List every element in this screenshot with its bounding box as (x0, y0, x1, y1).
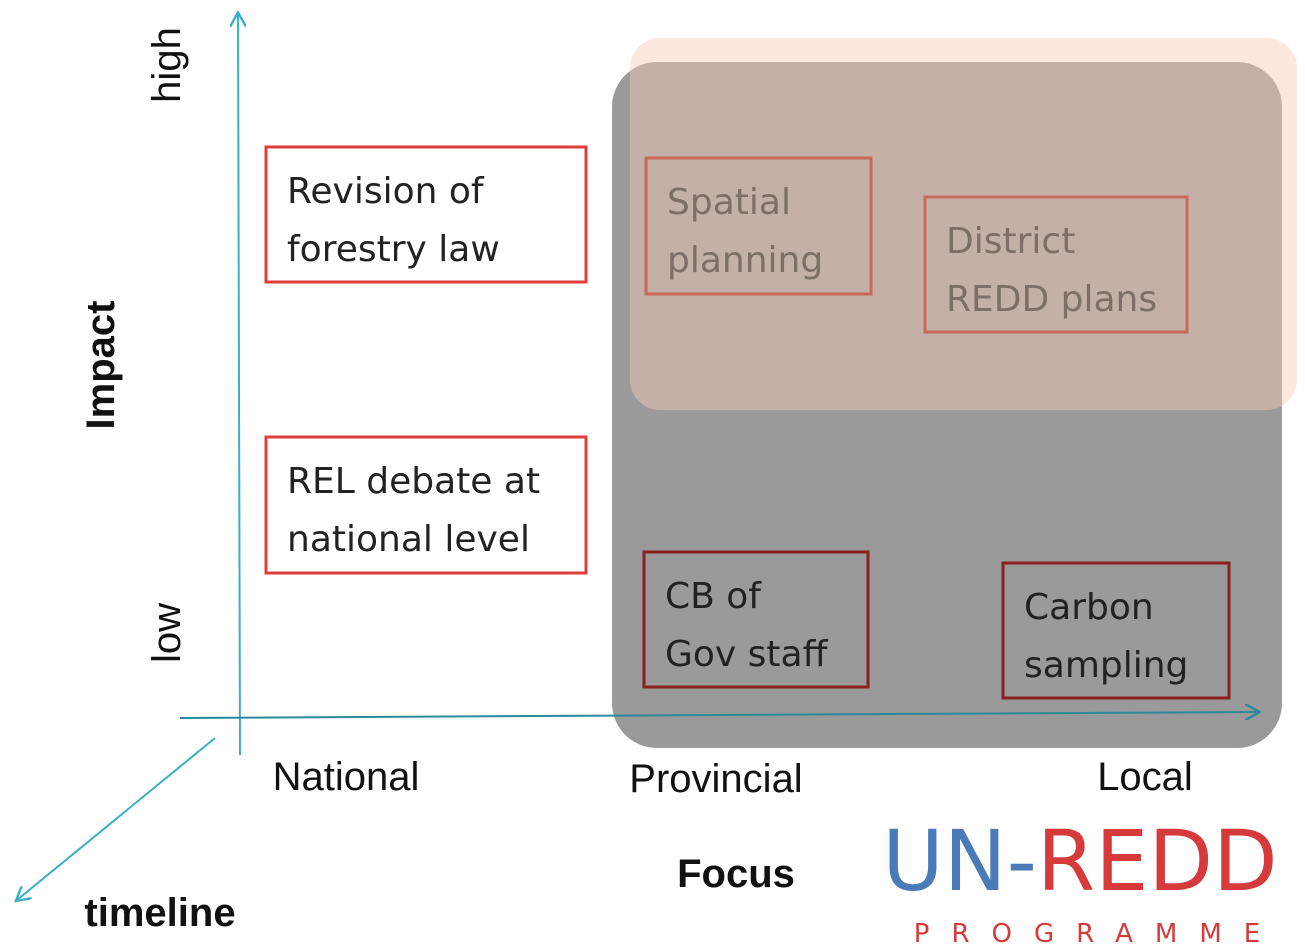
logo-subtitle: PROGRAMME (914, 919, 1282, 945)
box-text: Revision of (287, 171, 485, 212)
box-text: REDD plans (946, 279, 1157, 320)
box-text: forestry law (287, 229, 500, 270)
logo-redd: REDD (1037, 812, 1278, 910)
box (264, 145, 588, 284)
x-label: Provincial (629, 757, 802, 801)
box-text: planning (667, 240, 823, 281)
box-text: Gov staff (665, 634, 829, 675)
box-text: Spatial (667, 182, 791, 223)
box (923, 195, 1189, 334)
y-axis (238, 14, 240, 756)
x-title: Focus (677, 852, 795, 896)
boxes: Revision of forestry law REL debate at nati… (264, 145, 1231, 700)
high-impact-zone (630, 38, 1297, 410)
box (264, 435, 588, 575)
x-label: Local (1097, 755, 1193, 799)
box (1001, 561, 1231, 700)
box (642, 550, 870, 689)
box-text: REL debate at (287, 461, 540, 502)
y-high-label: high (145, 27, 189, 103)
box (644, 156, 873, 296)
box-text: CB of (665, 576, 762, 617)
provincial-local-zone (612, 62, 1282, 748)
logo-un: UN- (882, 812, 1037, 910)
box-text: District (946, 221, 1075, 262)
x-axis (179, 712, 1258, 718)
x-label: National (273, 755, 420, 799)
box-text: Carbon (1024, 587, 1154, 628)
y-low-label: low (145, 603, 189, 663)
timeline-axis (17, 737, 216, 900)
logo: UN-REDD (882, 812, 1277, 910)
z-title: timeline (84, 891, 235, 935)
box-text: national level (287, 519, 530, 560)
box-text: sampling (1024, 645, 1188, 686)
y-title: Impact (79, 301, 123, 430)
